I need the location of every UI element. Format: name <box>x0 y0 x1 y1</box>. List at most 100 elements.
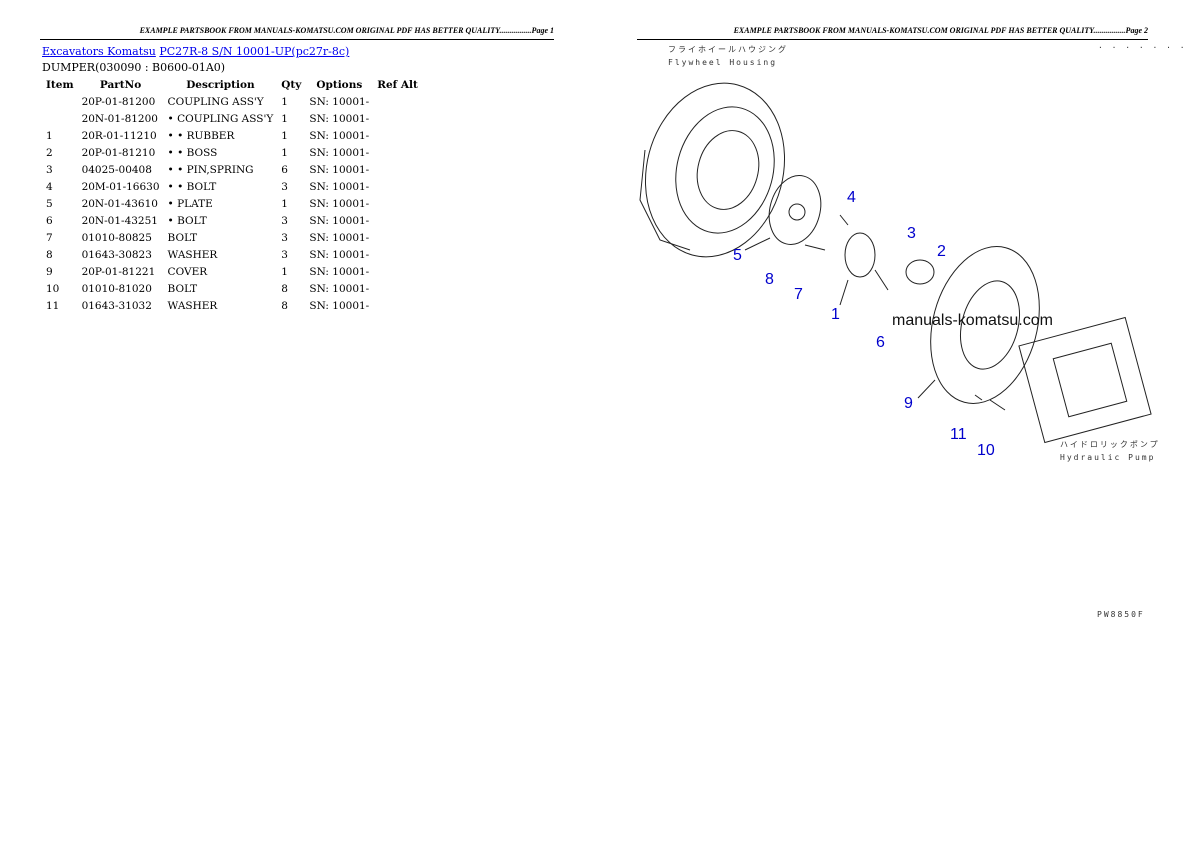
hydraulic-pump-drawing <box>1018 316 1152 444</box>
parts-table: Item PartNo Description Qty Options Ref Alt 20… <box>42 76 422 314</box>
table-cell: BOLT <box>167 231 198 244</box>
table-row: 8 01643-30823 WASHER 3 SN: 10001- <box>42 246 422 263</box>
callout-label: 11 <box>950 426 967 443</box>
table-row: 11 01643-31032 WASHER 8 SN: 10001- <box>42 297 422 314</box>
table-cell: SN: 10001- <box>309 95 370 108</box>
table-cell: SN: 10001- <box>309 197 370 210</box>
table-row: 20P-01-81200 COUPLING ASS'Y 1 SN: 10001- <box>42 93 422 110</box>
table-cell: 8 <box>281 282 288 295</box>
column-header: Qty <box>281 78 302 91</box>
table-row: 4 20M-01-16630 • • BOLT 3 SN: 10001- <box>42 178 422 195</box>
table-cell: 01010-81020 <box>81 282 152 295</box>
table-cell: 04025-00408 <box>81 163 152 176</box>
table-cell: 1 <box>281 197 288 210</box>
column-header: Ref Alt <box>377 78 418 91</box>
cover-drawing <box>930 246 1040 404</box>
table-cell: 8 <box>281 299 288 312</box>
table-cell: 4 <box>46 180 53 193</box>
table-cell: 1 <box>281 112 288 125</box>
callout-label: 5 <box>733 247 742 264</box>
table-cell: SN: 10001- <box>309 163 370 176</box>
pump-label-jp: ハイドロリックポンプ <box>1060 440 1160 449</box>
table-cell: 20N-01-43251 <box>81 214 158 227</box>
callout-label: 6 <box>876 334 885 351</box>
table-cell: 10 <box>46 282 60 295</box>
flywheel-label-en: Flywheel Housing <box>668 58 778 67</box>
link-model[interactable]: PC27R-8 S/N 10001-UP(pc27r-8c) <box>159 45 350 58</box>
page1-header-text: EXAMPLE PARTSBOOK FROM MANUALS-KOMATSU.C… <box>139 26 554 35</box>
table-row: 2 20P-01-81210 • • BOSS 1 SN: 10001- <box>42 144 422 161</box>
column-header: Description <box>186 78 255 91</box>
table-cell: 20R-01-11210 <box>81 129 157 142</box>
table-cell: 1 <box>281 146 288 159</box>
coupling-drawing <box>844 232 935 285</box>
column-header: Options <box>316 78 363 91</box>
table-cell: 1 <box>281 265 288 278</box>
link-excavators-komatsu[interactable]: Excavators Komatsu <box>42 45 156 58</box>
table-cell: SN: 10001- <box>309 112 370 125</box>
table-cell: COUPLING ASS'Y <box>167 95 264 108</box>
table-cell: SN: 10001- <box>309 299 370 312</box>
page2-header: EXAMPLE PARTSBOOK FROM MANUALS-KOMATSU.C… <box>637 26 1148 40</box>
table-cell: 1 <box>281 95 288 108</box>
callout-label: 4 <box>847 189 856 206</box>
bolts <box>804 214 1006 411</box>
table-cell: 3 <box>281 248 288 261</box>
table-cell: 6 <box>46 214 53 227</box>
callout-label: 7 <box>794 286 803 303</box>
table-cell: SN: 10001- <box>309 180 370 193</box>
table-cell: • • RUBBER <box>167 129 235 142</box>
table-cell: 5 <box>46 197 53 210</box>
page2-header-text: EXAMPLE PARTSBOOK FROM MANUALS-KOMATSU.C… <box>733 26 1148 35</box>
table-row: 5 20N-01-43610 • PLATE 1 SN: 10001- <box>42 195 422 212</box>
table-cell: 20N-01-43610 <box>81 197 158 210</box>
table-row: 6 20N-01-43251 • BOLT 3 SN: 10001- <box>42 212 422 229</box>
table-cell: • COUPLING ASS'Y <box>167 112 274 125</box>
table-cell: 3 <box>281 214 288 227</box>
column-header: PartNo <box>99 78 142 91</box>
drawing-code: PW8850F <box>1097 610 1145 619</box>
table-cell: 01010-80825 <box>81 231 152 244</box>
table-cell: 01643-30823 <box>81 248 152 261</box>
table-cell: SN: 10001- <box>309 214 370 227</box>
callout-label: 2 <box>937 243 946 260</box>
flywheel-label-jp: フライホイールハウジング <box>668 45 788 54</box>
table-cell: 01643-31032 <box>81 299 152 312</box>
table-cell: SN: 10001- <box>309 129 370 142</box>
table-row: 3 04025-00408 • • PIN,SPRING 6 SN: 10001- <box>42 161 422 178</box>
flywheel-housing-drawing <box>639 82 786 258</box>
table-cell: 1 <box>46 129 53 142</box>
section-title: DUMPER(030090 : B0600-01A0) <box>42 61 226 74</box>
table-cell: • BOLT <box>167 214 207 227</box>
table-cell: 3 <box>281 180 288 193</box>
callout-label: 9 <box>904 395 913 412</box>
table-cell: 20N-01-81200 <box>81 112 158 125</box>
table-cell: • • BOSS <box>167 146 218 159</box>
table-cell: 1 <box>281 129 288 142</box>
table-cell: WASHER <box>167 299 218 312</box>
table-cell: SN: 10001- <box>309 282 370 295</box>
table-cell: 20P-01-81221 <box>81 265 156 278</box>
table-cell: BOLT <box>167 282 198 295</box>
table-cell: SN: 10001- <box>309 231 370 244</box>
column-header: Item <box>46 78 74 91</box>
table-cell: SN: 10001- <box>309 265 370 278</box>
callout-label: 8 <box>765 271 774 288</box>
table-cell: COVER <box>167 265 208 278</box>
table-cell: SN: 10001- <box>309 146 370 159</box>
table-cell: 20P-01-81200 <box>81 95 156 108</box>
callout-label: 3 <box>907 225 916 242</box>
table-cell: WASHER <box>167 248 218 261</box>
table-row: 7 01010-80825 BOLT 3 SN: 10001- <box>42 229 422 246</box>
table-row: 9 20P-01-81221 COVER 1 SN: 10001- <box>42 263 422 280</box>
table-cell: • PLATE <box>167 197 213 210</box>
table-cell: SN: 10001- <box>309 248 370 261</box>
pump-label-en: Hydraulic Pump <box>1060 453 1156 462</box>
table-cell: 3 <box>46 163 53 176</box>
callout-label: 1 <box>831 306 840 323</box>
table-cell: 9 <box>46 265 53 278</box>
table-cell: • • BOLT <box>167 180 217 193</box>
table-cell: • • PIN,SPRING <box>167 163 254 176</box>
table-cell: 7 <box>46 231 53 244</box>
